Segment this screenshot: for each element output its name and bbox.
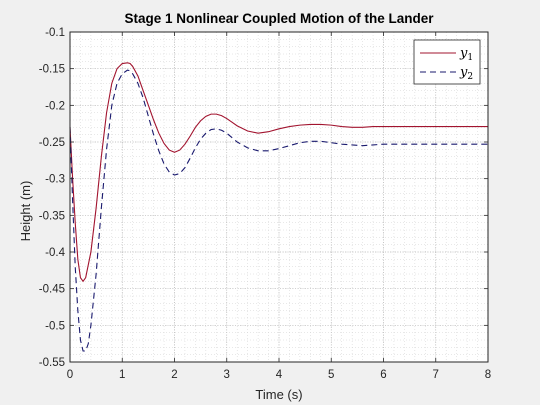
y-tick-label: -0.5 [45, 320, 65, 332]
y-tick-label: -0.55 [39, 357, 65, 369]
x-tick-label: 7 [433, 369, 439, 381]
series-line-y2 [69, 69, 488, 352]
x-tick-label: 6 [380, 369, 386, 381]
x-tick-label: 1 [119, 369, 125, 381]
y-tick-label: -0.15 [39, 64, 65, 76]
y-tick-label: -0.35 [39, 210, 65, 222]
x-tick-label: 0 [67, 369, 73, 381]
x-tick-label: 4 [276, 369, 283, 381]
y-axis-label: Height (m) [18, 181, 33, 242]
chart-title: Stage 1 Nonlinear Coupled Motion of the … [124, 11, 434, 26]
legend-sub-y1: 1 [467, 53, 473, 63]
x-tick-label: 5 [328, 369, 334, 381]
x-tick-label: 8 [485, 369, 491, 381]
ticks-layer [69, 31, 489, 363]
series-line-y1 [69, 62, 488, 283]
series-layer [69, 62, 488, 352]
legend-label-y1: y1 [459, 46, 473, 63]
legend-label-y2: y2 [459, 65, 473, 82]
x-tick-label: 3 [224, 369, 230, 381]
x-tick-labels: 0 1 2 3 4 5 6 7 8 [67, 369, 491, 381]
legend-base-y1: y [459, 46, 468, 61]
legend-box [413, 39, 481, 85]
y-tick-label: -0.25 [39, 137, 65, 149]
legend: y1 y2 [413, 39, 481, 85]
legend-sub-y2: 2 [467, 72, 473, 82]
x-axis-label: Time (s) [255, 387, 302, 402]
x-tick-label: 2 [171, 369, 177, 381]
legend-base-y2: y [459, 65, 468, 80]
y-tick-label: -0.2 [45, 100, 65, 112]
y-tick-label: -0.45 [39, 284, 65, 296]
y-tick-label: -0.1 [45, 27, 65, 39]
y-tick-label: -0.4 [45, 247, 65, 259]
y-tick-label: -0.3 [45, 174, 65, 186]
y-tick-labels: -0.1 -0.15 -0.2 -0.25 -0.3 -0.35 -0.4 -0.45 -0.5… [39, 27, 66, 369]
